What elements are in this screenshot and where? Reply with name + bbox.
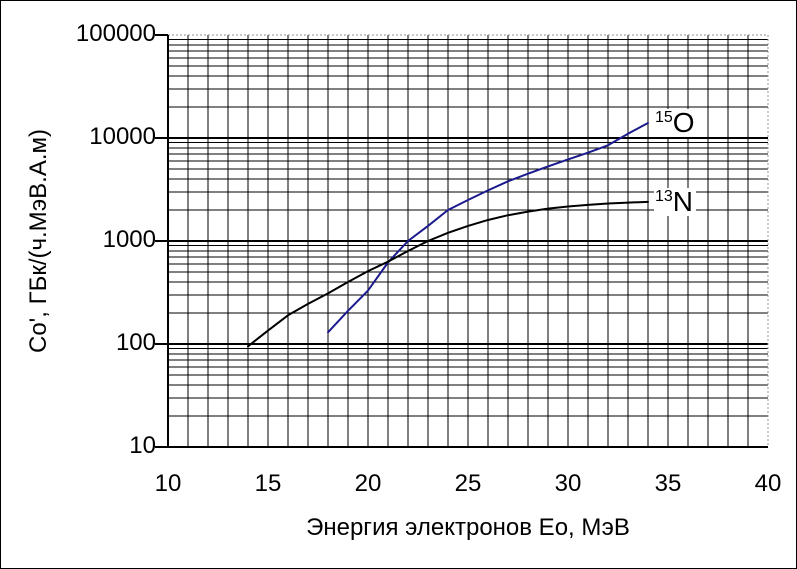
x-tick-label-30: 30 (554, 470, 582, 497)
y-tick-label-10000: 10000 (89, 123, 156, 150)
curve-13N (247, 200, 649, 348)
series-label-15O: 15O (654, 106, 698, 138)
series-label-15O-superscript: 15 (655, 108, 673, 126)
y-tick-label-100000: 100000 (75, 20, 156, 47)
y-tick-label-10: 10 (129, 432, 156, 459)
y-tick-label-1000: 1000 (102, 226, 156, 253)
series-label-13N-superscript: 13 (655, 187, 673, 205)
x-tick-label-10: 10 (154, 470, 182, 497)
series-label-13N: 13N (654, 185, 697, 217)
x-tick-label-15: 15 (254, 470, 282, 497)
series-label-13N-symbol: N (672, 185, 694, 217)
y-tick-label-100: 100 (115, 329, 156, 356)
x-tick-label-25: 25 (454, 470, 482, 497)
y-axis-title: Co', ГБк/(ч.МэВ.А.м) (25, 128, 52, 354)
x-tick-label-40: 40 (754, 470, 782, 497)
series-label-15O-symbol: O (672, 106, 695, 138)
x-tick-label-35: 35 (654, 470, 682, 497)
x-axis-title: Энергия электронов Eo, МэВ (306, 514, 630, 541)
curve-15O (327, 121, 649, 334)
x-tick-label-20: 20 (354, 470, 382, 497)
